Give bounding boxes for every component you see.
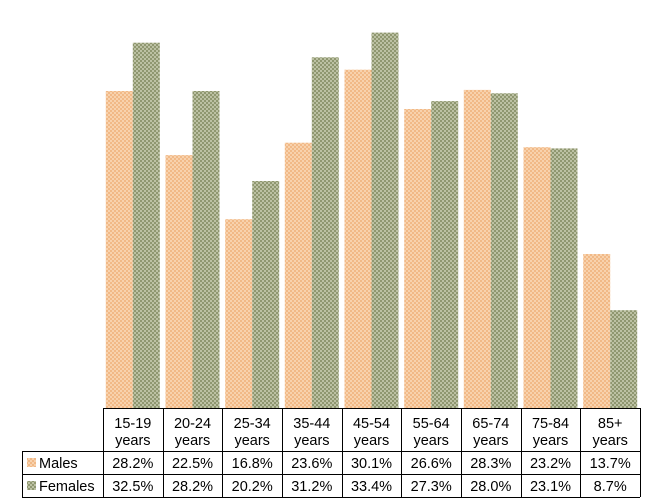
value-label-females-7: 23.1% [530,479,571,495]
value-label-females-0: 32.5% [112,479,153,495]
value-label-males-5: 26.6% [411,456,452,472]
bar-females-8 [610,310,638,408]
value-label-males-8: 13.7% [590,456,631,472]
bar-females-4 [371,32,399,408]
legend-label-females: Females [39,479,95,495]
category-label-7-1: years [533,433,568,449]
value-label-males-3: 23.6% [291,456,332,472]
bar-females-2 [252,181,280,408]
bar-males-1 [165,155,193,408]
category-label-3-0: 35-44 [293,416,330,432]
value-label-males-4: 30.1% [351,456,392,472]
category-label-7-0: 75-84 [532,416,569,432]
category-label-8-0: 85+ [598,416,623,432]
value-label-males-1: 22.5% [172,456,213,472]
bar-males-8 [583,254,611,408]
category-label-6-0: 65-74 [472,416,509,432]
bar-females-3 [311,57,339,409]
value-label-females-3: 31.2% [291,479,332,495]
bar-females-5 [431,101,459,408]
category-label-4-1: years [354,433,389,449]
value-label-males-6: 28.3% [470,456,511,472]
category-label-6-1: years [473,433,508,449]
bar-females-1 [192,91,220,408]
value-label-males-2: 16.8% [232,456,273,472]
bars-layer [105,32,638,409]
category-label-4-0: 45-54 [353,416,390,432]
value-label-males-7: 23.2% [530,456,571,472]
legend-swatch-females [27,481,36,490]
category-label-2-1: years [234,433,269,449]
bar-males-7 [523,147,551,408]
value-label-females-6: 28.0% [470,479,511,495]
bar-males-2 [225,219,253,408]
bar-females-7 [550,148,578,408]
bar-males-0 [105,91,133,408]
category-label-5-0: 55-64 [413,416,450,432]
value-label-females-5: 27.3% [411,479,452,495]
value-label-females-8: 8.7% [594,479,627,495]
legend-label-males: Males [39,456,78,472]
category-label-1-1: years [175,433,210,449]
value-label-females-2: 20.2% [232,479,273,495]
category-label-0-1: years [115,433,150,449]
value-label-females-1: 28.2% [172,479,213,495]
value-label-females-4: 33.4% [351,479,392,495]
bar-females-6 [490,93,518,409]
value-label-males-0: 28.2% [112,456,153,472]
category-label-8-1: years [592,433,627,449]
category-label-3-1: years [294,433,329,449]
category-label-5-1: years [413,433,448,449]
category-label-0-0: 15-19 [114,416,151,432]
bar-females-0 [132,42,160,408]
category-label-2-0: 25-34 [234,416,271,432]
bar-males-6 [463,89,491,409]
bar-males-3 [284,142,312,408]
legend-swatch-males [27,458,36,467]
bar-males-5 [404,109,432,408]
bar-males-4 [344,69,372,408]
data-table: 15-19years20-24years25-34years35-44years… [22,408,641,498]
category-label-1-0: 20-24 [174,416,211,432]
